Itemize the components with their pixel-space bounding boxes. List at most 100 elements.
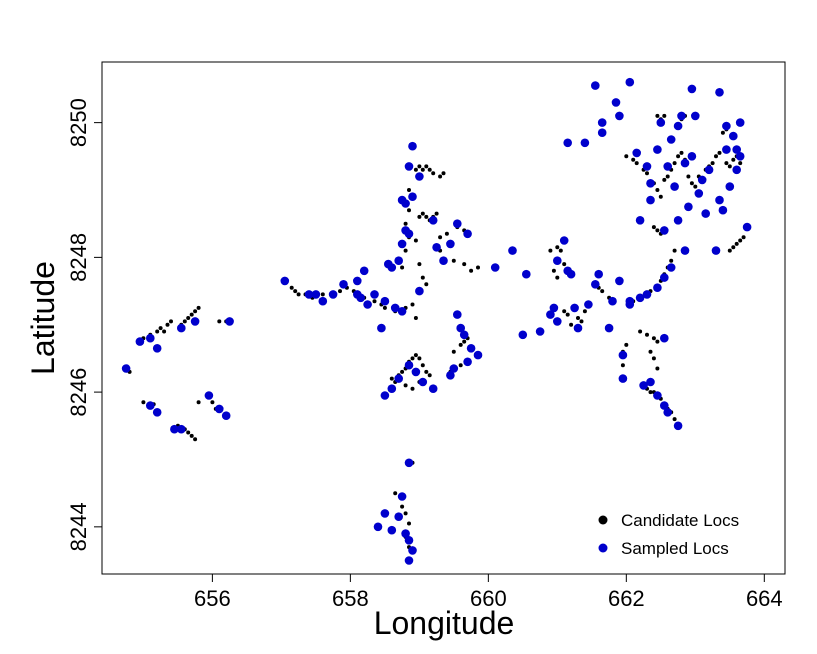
sampled-point <box>449 364 459 373</box>
sampled-point <box>653 283 662 293</box>
candidate-point <box>651 225 656 230</box>
candidate-point <box>458 342 463 347</box>
candidate-point <box>424 282 429 287</box>
sampled-point <box>618 374 628 383</box>
candidate-point <box>655 228 660 233</box>
sampled-point <box>170 424 179 434</box>
candidate-point <box>189 312 194 317</box>
sampled-point <box>204 391 214 400</box>
candidate-point <box>562 262 567 267</box>
candidate-point <box>738 238 743 243</box>
sampled-point <box>311 290 321 299</box>
sampled-point <box>177 424 186 434</box>
y-tick-label: 8248 <box>66 233 91 282</box>
sampled-point <box>387 263 397 272</box>
candidate-point <box>407 208 411 213</box>
candidate-point <box>741 235 746 240</box>
candidate-point <box>717 150 722 155</box>
sampled-point <box>687 152 697 161</box>
sampled-point <box>673 121 683 131</box>
sampled-point <box>328 290 338 299</box>
sampled-point <box>553 317 562 326</box>
candidate-point <box>424 214 429 219</box>
candidate-point <box>417 262 422 267</box>
sampled-point <box>591 280 600 289</box>
candidate-point <box>403 221 408 226</box>
candidate-point <box>196 305 201 310</box>
candidate-point <box>600 289 605 294</box>
candidate-point <box>413 167 418 172</box>
candidate-point <box>289 285 294 290</box>
candidate-point <box>372 299 377 304</box>
sampled-point <box>390 303 400 313</box>
sampled-point <box>404 162 414 171</box>
candidate-point <box>731 157 736 162</box>
sampled-point <box>404 536 414 545</box>
sampled-point <box>446 371 455 380</box>
x-tick-label: 660 <box>470 586 507 611</box>
y-axis-title: Latitude <box>25 261 61 375</box>
sampled-point <box>732 145 741 154</box>
candidate-point <box>420 167 425 172</box>
sampled-point <box>135 337 145 346</box>
candidate-point <box>458 363 463 368</box>
sampled-point <box>604 323 614 333</box>
sampled-point <box>656 118 666 127</box>
sampled-point <box>453 310 462 319</box>
sampled-point <box>635 293 645 303</box>
candidate-point <box>658 194 663 199</box>
candidate-point <box>434 211 439 216</box>
sampled-point <box>642 290 652 299</box>
candidate-point <box>631 157 636 162</box>
sampled-point <box>177 323 186 333</box>
sampled-point <box>597 118 607 127</box>
sampled-point <box>408 546 417 555</box>
candidate-point <box>669 258 674 263</box>
sampled-point <box>373 522 383 532</box>
candidate-point <box>196 400 201 405</box>
legend-marker <box>598 515 608 525</box>
candidate-point <box>155 329 160 334</box>
plot-frame <box>101 61 786 575</box>
candidate-point <box>400 504 405 509</box>
candidate-point <box>638 329 643 334</box>
candidate-point <box>451 258 456 263</box>
candidate-point <box>141 400 146 405</box>
candidate-point <box>676 154 681 159</box>
sampled-point <box>387 384 397 394</box>
candidate-point <box>462 262 467 267</box>
candidate-point <box>655 113 660 118</box>
x-tick-label: 662 <box>608 586 645 611</box>
sampled-point <box>735 152 745 161</box>
sampled-point <box>428 216 438 225</box>
candidate-point <box>582 309 587 314</box>
sampled-point <box>660 333 669 343</box>
sampled-point <box>715 88 724 97</box>
sampled-point <box>732 165 741 175</box>
candidate-point <box>438 174 443 179</box>
candidate-point <box>720 130 725 135</box>
sampled-point <box>397 195 407 205</box>
candidate-point <box>403 248 408 253</box>
candidate-point <box>569 322 574 327</box>
sampled-point <box>660 226 669 235</box>
sampled-point <box>459 330 469 340</box>
candidate-point <box>648 349 653 354</box>
sampled-point <box>625 300 635 309</box>
candidate-point <box>624 342 629 347</box>
candidate-point <box>555 275 560 280</box>
sampled-point <box>418 377 428 387</box>
sampled-point <box>653 391 662 400</box>
sampled-point <box>735 118 745 127</box>
sampled-point <box>635 216 645 225</box>
sampled-point <box>415 172 424 181</box>
sampled-point <box>646 377 655 387</box>
candidate-point <box>193 309 198 314</box>
candidate-point <box>189 433 194 438</box>
candidate-point <box>296 292 301 297</box>
sampled-point <box>684 202 693 212</box>
sampled-point <box>691 111 700 121</box>
candidate-point <box>407 188 411 192</box>
candidate-point <box>679 150 684 155</box>
sampled-point <box>718 205 728 215</box>
